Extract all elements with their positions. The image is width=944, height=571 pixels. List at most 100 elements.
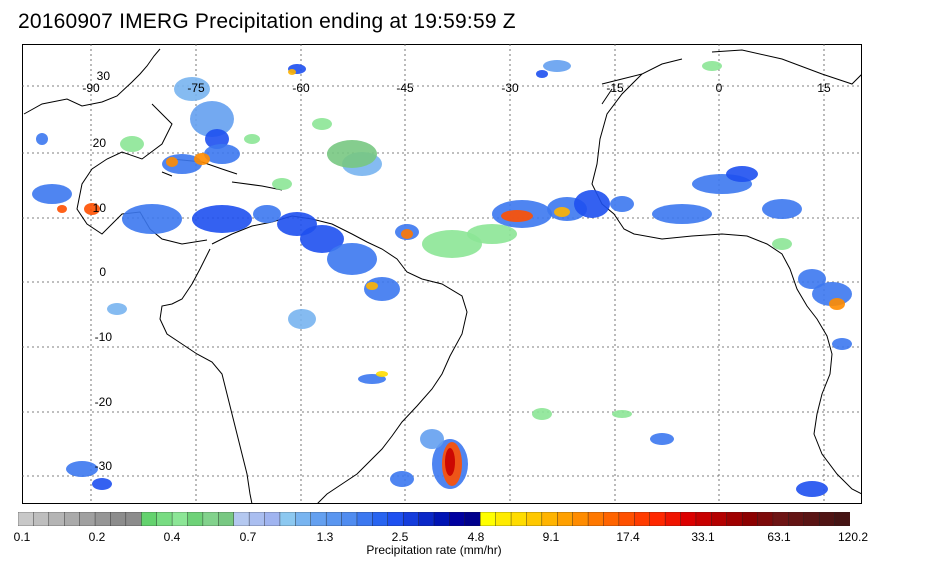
rain-cell bbox=[192, 205, 252, 233]
rain-cell bbox=[66, 461, 98, 477]
colorbar-swatch bbox=[64, 512, 81, 526]
lat-label: -30 bbox=[95, 459, 113, 473]
rain-cell bbox=[327, 243, 377, 275]
colorbar-swatch bbox=[788, 512, 805, 526]
colorbar-swatch bbox=[141, 512, 158, 526]
rain-cell bbox=[376, 371, 388, 377]
rain-cell bbox=[762, 199, 802, 219]
rain-cell bbox=[288, 309, 316, 329]
rain-cell bbox=[501, 210, 533, 222]
colorbar-tick-label: 0.2 bbox=[88, 530, 106, 544]
rain-cell bbox=[726, 166, 758, 182]
colorbar-swatch bbox=[680, 512, 697, 526]
colorbar-swatch bbox=[757, 512, 774, 526]
colorbar-title: Precipitation rate (mm/hr) bbox=[366, 543, 502, 557]
colorbar-swatch bbox=[495, 512, 512, 526]
colorbar-swatch bbox=[387, 512, 404, 526]
colorbar-swatch bbox=[402, 512, 420, 526]
colorbar-swatch bbox=[772, 512, 789, 526]
rain-cell bbox=[120, 136, 144, 152]
rain-cell bbox=[610, 196, 634, 212]
colorbar-swatch bbox=[803, 512, 820, 526]
colorbar-swatch bbox=[741, 512, 759, 526]
longitude-labels: -90 -75 -60 -45 -30 -15 0 15 bbox=[82, 81, 831, 95]
rain-cell bbox=[574, 190, 610, 218]
colorbar-swatch bbox=[33, 512, 50, 526]
colorbar-tick-label: 2.5 bbox=[391, 530, 409, 544]
colorbar-swatch bbox=[125, 512, 142, 526]
colorbar-swatch bbox=[526, 512, 543, 526]
colorbar-swatch bbox=[464, 512, 481, 526]
colorbar-swatch bbox=[264, 512, 281, 526]
rain-cell bbox=[288, 69, 296, 75]
lon-label: -60 bbox=[292, 81, 310, 95]
map-frame bbox=[22, 44, 862, 504]
colorbar-tick-label: 17.4 bbox=[616, 530, 640, 544]
colorbar-tick-label: 0.7 bbox=[239, 530, 257, 544]
colorbar-swatch bbox=[233, 512, 250, 526]
rain-cell bbox=[554, 207, 570, 217]
colorbar-swatch bbox=[449, 512, 466, 526]
colorbar-tick-label: 1.3 bbox=[316, 530, 334, 544]
colorbar-swatch bbox=[726, 512, 743, 526]
rain-cell bbox=[401, 229, 413, 239]
rain-cell bbox=[650, 433, 674, 445]
coastline-africa bbox=[591, 49, 862, 495]
lon-label: 0 bbox=[716, 81, 723, 95]
rain-cell bbox=[253, 205, 281, 223]
rain-cell bbox=[327, 140, 377, 168]
lat-label: 20 bbox=[93, 136, 107, 150]
rain-cell bbox=[244, 134, 260, 144]
colorbar-swatch bbox=[372, 512, 389, 526]
page-title: 20160907 IMERG Precipitation ending at 1… bbox=[18, 10, 516, 33]
rain-cell bbox=[84, 203, 100, 215]
colorbar-swatch bbox=[187, 512, 204, 526]
colorbar-swatch bbox=[356, 512, 373, 526]
colorbar-swatch bbox=[603, 512, 620, 526]
colorbar-swatch bbox=[541, 512, 558, 526]
lon-label: -30 bbox=[501, 81, 519, 95]
rain-cell bbox=[536, 70, 548, 78]
colorbar-swatch bbox=[634, 512, 651, 526]
rain-cell bbox=[422, 230, 482, 258]
colorbar-tick-label: 9.1 bbox=[542, 530, 560, 544]
rain-cell bbox=[174, 77, 210, 101]
colorbar-swatch bbox=[664, 512, 682, 526]
rain-cell bbox=[312, 118, 332, 130]
rain-cell bbox=[57, 205, 67, 213]
rain-cell bbox=[702, 61, 722, 71]
rain-cell bbox=[205, 129, 229, 149]
colorbar-swatch bbox=[711, 512, 728, 526]
rain-cell bbox=[445, 448, 455, 476]
lon-label: -90 bbox=[82, 81, 100, 95]
lon-label: -75 bbox=[187, 81, 205, 95]
colorbar-swatch bbox=[818, 512, 836, 526]
colorbar-tick-label: 33.1 bbox=[691, 530, 715, 544]
rain-cell bbox=[107, 303, 127, 315]
colorbar-swatch bbox=[557, 512, 574, 526]
rain-cell bbox=[366, 282, 378, 290]
lon-label: -45 bbox=[396, 81, 414, 95]
colorbar-swatch bbox=[618, 512, 635, 526]
rain-cell bbox=[32, 184, 72, 204]
colorbar-swatch bbox=[418, 512, 435, 526]
colorbar-swatch bbox=[48, 512, 65, 526]
colorbar-swatch bbox=[587, 512, 604, 526]
rain-cell bbox=[92, 478, 112, 490]
rain-cell bbox=[532, 408, 552, 420]
colorbar-swatch bbox=[94, 512, 111, 526]
colorbar-tick-label: 63.1 bbox=[767, 530, 791, 544]
rain-cell bbox=[36, 133, 48, 145]
colorbar-swatch bbox=[79, 512, 96, 526]
rain-cell bbox=[190, 101, 234, 137]
colorbar-tick-label: 0.1 bbox=[13, 530, 31, 544]
lon-label: 15 bbox=[817, 81, 831, 95]
lat-label: 30 bbox=[97, 69, 111, 83]
rain-cell bbox=[832, 338, 852, 350]
colorbar-tick-label: 120.2 bbox=[837, 530, 869, 544]
rain-cell bbox=[166, 157, 178, 167]
colorbar-swatch bbox=[171, 512, 188, 526]
rain-cell bbox=[467, 224, 517, 244]
colorbar-swatch bbox=[310, 512, 327, 526]
colorbar-swatch bbox=[325, 512, 343, 526]
